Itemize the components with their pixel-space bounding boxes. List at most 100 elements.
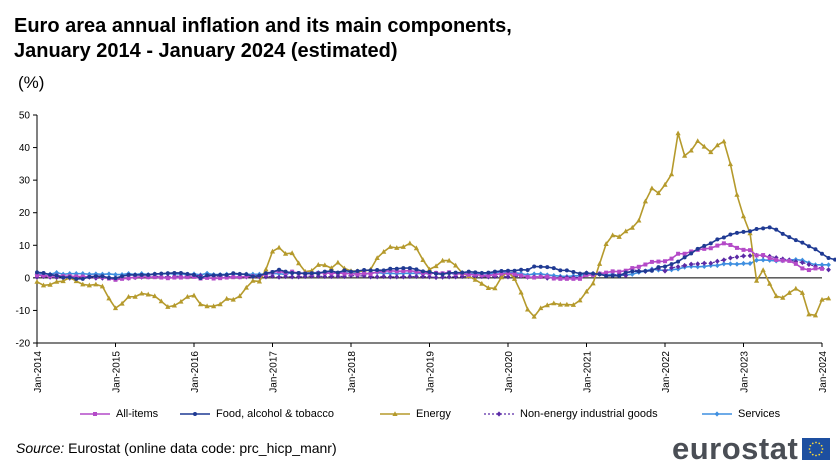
data-point-food-alcohol-tobacco — [270, 269, 275, 274]
data-point-energy — [204, 303, 210, 309]
data-point-food-alcohol-tobacco — [715, 237, 720, 242]
data-point-non-energy-industrial-goods — [826, 267, 831, 273]
data-point-food-alcohol-tobacco — [316, 271, 321, 276]
y-tick-label: 10 — [19, 241, 31, 252]
flag-star — [808, 448, 811, 450]
data-point-energy — [217, 301, 223, 307]
data-point-food-alcohol-tobacco — [172, 270, 177, 275]
data-point-food-alcohol-tobacco — [394, 266, 399, 271]
legend-item-services: Services — [702, 404, 780, 424]
flag-star — [809, 444, 812, 447]
data-point-all-items — [120, 276, 125, 281]
data-point-food-alcohol-tobacco — [676, 259, 681, 264]
data-point-energy — [688, 147, 694, 153]
data-point-all-items — [663, 259, 667, 264]
data-point-energy — [269, 248, 276, 254]
data-point-energy — [243, 284, 249, 290]
data-point-energy — [250, 277, 256, 283]
flag-star — [815, 454, 818, 457]
data-point-non-energy-industrial-goods — [675, 264, 681, 270]
data-point-non-energy-industrial-goods — [400, 274, 406, 280]
data-point-all-items — [133, 275, 138, 280]
data-point-food-alcohol-tobacco — [486, 270, 491, 275]
data-point-all-items — [525, 274, 530, 279]
data-point-energy — [708, 149, 714, 155]
data-point-all-items — [362, 271, 367, 276]
data-point-food-alcohol-tobacco — [623, 270, 628, 275]
data-point-energy — [649, 185, 655, 191]
data-point-food-alcohol-tobacco — [296, 270, 301, 275]
x-tick-label: Jan-2016 — [190, 351, 201, 393]
data-point-all-items — [355, 272, 360, 277]
data-point-energy — [230, 296, 236, 302]
data-point-food-alcohol-tobacco — [558, 268, 563, 273]
flag-star — [815, 441, 818, 444]
data-point-all-items — [231, 275, 236, 280]
data-point-energy — [701, 143, 707, 149]
data-point-food-alcohol-tobacco — [695, 246, 700, 251]
y-tick-label: -10 — [16, 306, 31, 317]
legend-swatch-energy — [380, 411, 410, 416]
data-point-energy — [629, 224, 635, 230]
eurostat-logo: eurostat — [672, 432, 831, 466]
data-point-energy — [426, 266, 433, 272]
data-point-food-alcohol-tobacco — [231, 271, 236, 276]
data-point-food-alcohol-tobacco — [329, 269, 334, 274]
data-point-energy — [525, 306, 531, 312]
data-point-energy — [132, 293, 138, 299]
data-point-all-items — [806, 268, 811, 273]
data-point-all-items — [479, 273, 484, 278]
legend-item-food-alcohol-tobacco: Food, alcohol & tobacco — [180, 404, 334, 424]
y-tick-label: 50 — [19, 111, 31, 122]
data-point-all-items — [793, 261, 798, 266]
data-point-food-alcohol-tobacco — [401, 266, 406, 271]
data-point-non-energy-industrial-goods — [741, 253, 746, 259]
data-point-food-alcohol-tobacco — [734, 230, 739, 235]
data-point-non-energy-industrial-goods — [270, 273, 275, 279]
data-point-non-energy-industrial-goods — [368, 274, 374, 280]
data-point-non-energy-industrial-goods — [701, 260, 707, 266]
data-point-food-alcohol-tobacco — [466, 269, 471, 274]
data-point-food-alcohol-tobacco — [630, 269, 635, 274]
data-point-non-energy-industrial-goods — [440, 274, 445, 280]
data-point-all-items — [643, 262, 648, 267]
flag-star — [812, 453, 814, 456]
data-point-energy — [54, 278, 60, 284]
data-point-energy — [322, 262, 328, 268]
data-point-energy — [47, 281, 53, 287]
data-point-energy — [812, 312, 819, 318]
data-point-energy — [237, 293, 243, 299]
data-point-non-energy-industrial-goods — [407, 273, 413, 280]
data-point-food-alcohol-tobacco — [689, 251, 694, 256]
legend-item-non-energy-industrial-goods: Non-energy industrial goods — [484, 404, 658, 424]
flag-star — [812, 442, 814, 445]
data-point-all-items — [767, 255, 772, 260]
data-point-all-items — [519, 273, 524, 278]
data-point-energy — [721, 138, 727, 144]
data-point-all-items — [211, 276, 216, 281]
data-point-non-energy-industrial-goods — [734, 254, 740, 260]
data-point-energy — [40, 282, 47, 288]
data-point-all-items — [676, 251, 681, 256]
data-point-energy — [498, 274, 505, 280]
flag-star — [809, 451, 812, 454]
data-point-food-alcohol-tobacco — [263, 271, 268, 276]
data-point-energy — [224, 295, 230, 301]
data-point-non-energy-industrial-goods — [799, 259, 805, 266]
data-point-all-items — [152, 275, 157, 280]
data-point-food-alcohol-tobacco — [362, 268, 367, 273]
data-point-energy — [485, 285, 491, 290]
data-point-all-items — [172, 275, 177, 280]
flag-star — [821, 451, 823, 454]
data-point-all-items — [820, 266, 824, 271]
legend-label-food-alcohol-tobacco: Food, alcohol & tobacco — [216, 408, 335, 420]
legend-marker-energy — [392, 411, 398, 416]
data-point-energy — [407, 240, 413, 246]
data-point-food-alcohol-tobacco — [434, 271, 439, 276]
x-tick-label: Jan-2015 — [112, 351, 123, 393]
data-point-food-alcohol-tobacco — [577, 271, 582, 276]
data-point-energy — [753, 277, 760, 283]
data-point-services — [106, 271, 112, 277]
data-point-food-alcohol-tobacco — [532, 264, 537, 269]
data-point-all-items — [473, 272, 478, 277]
